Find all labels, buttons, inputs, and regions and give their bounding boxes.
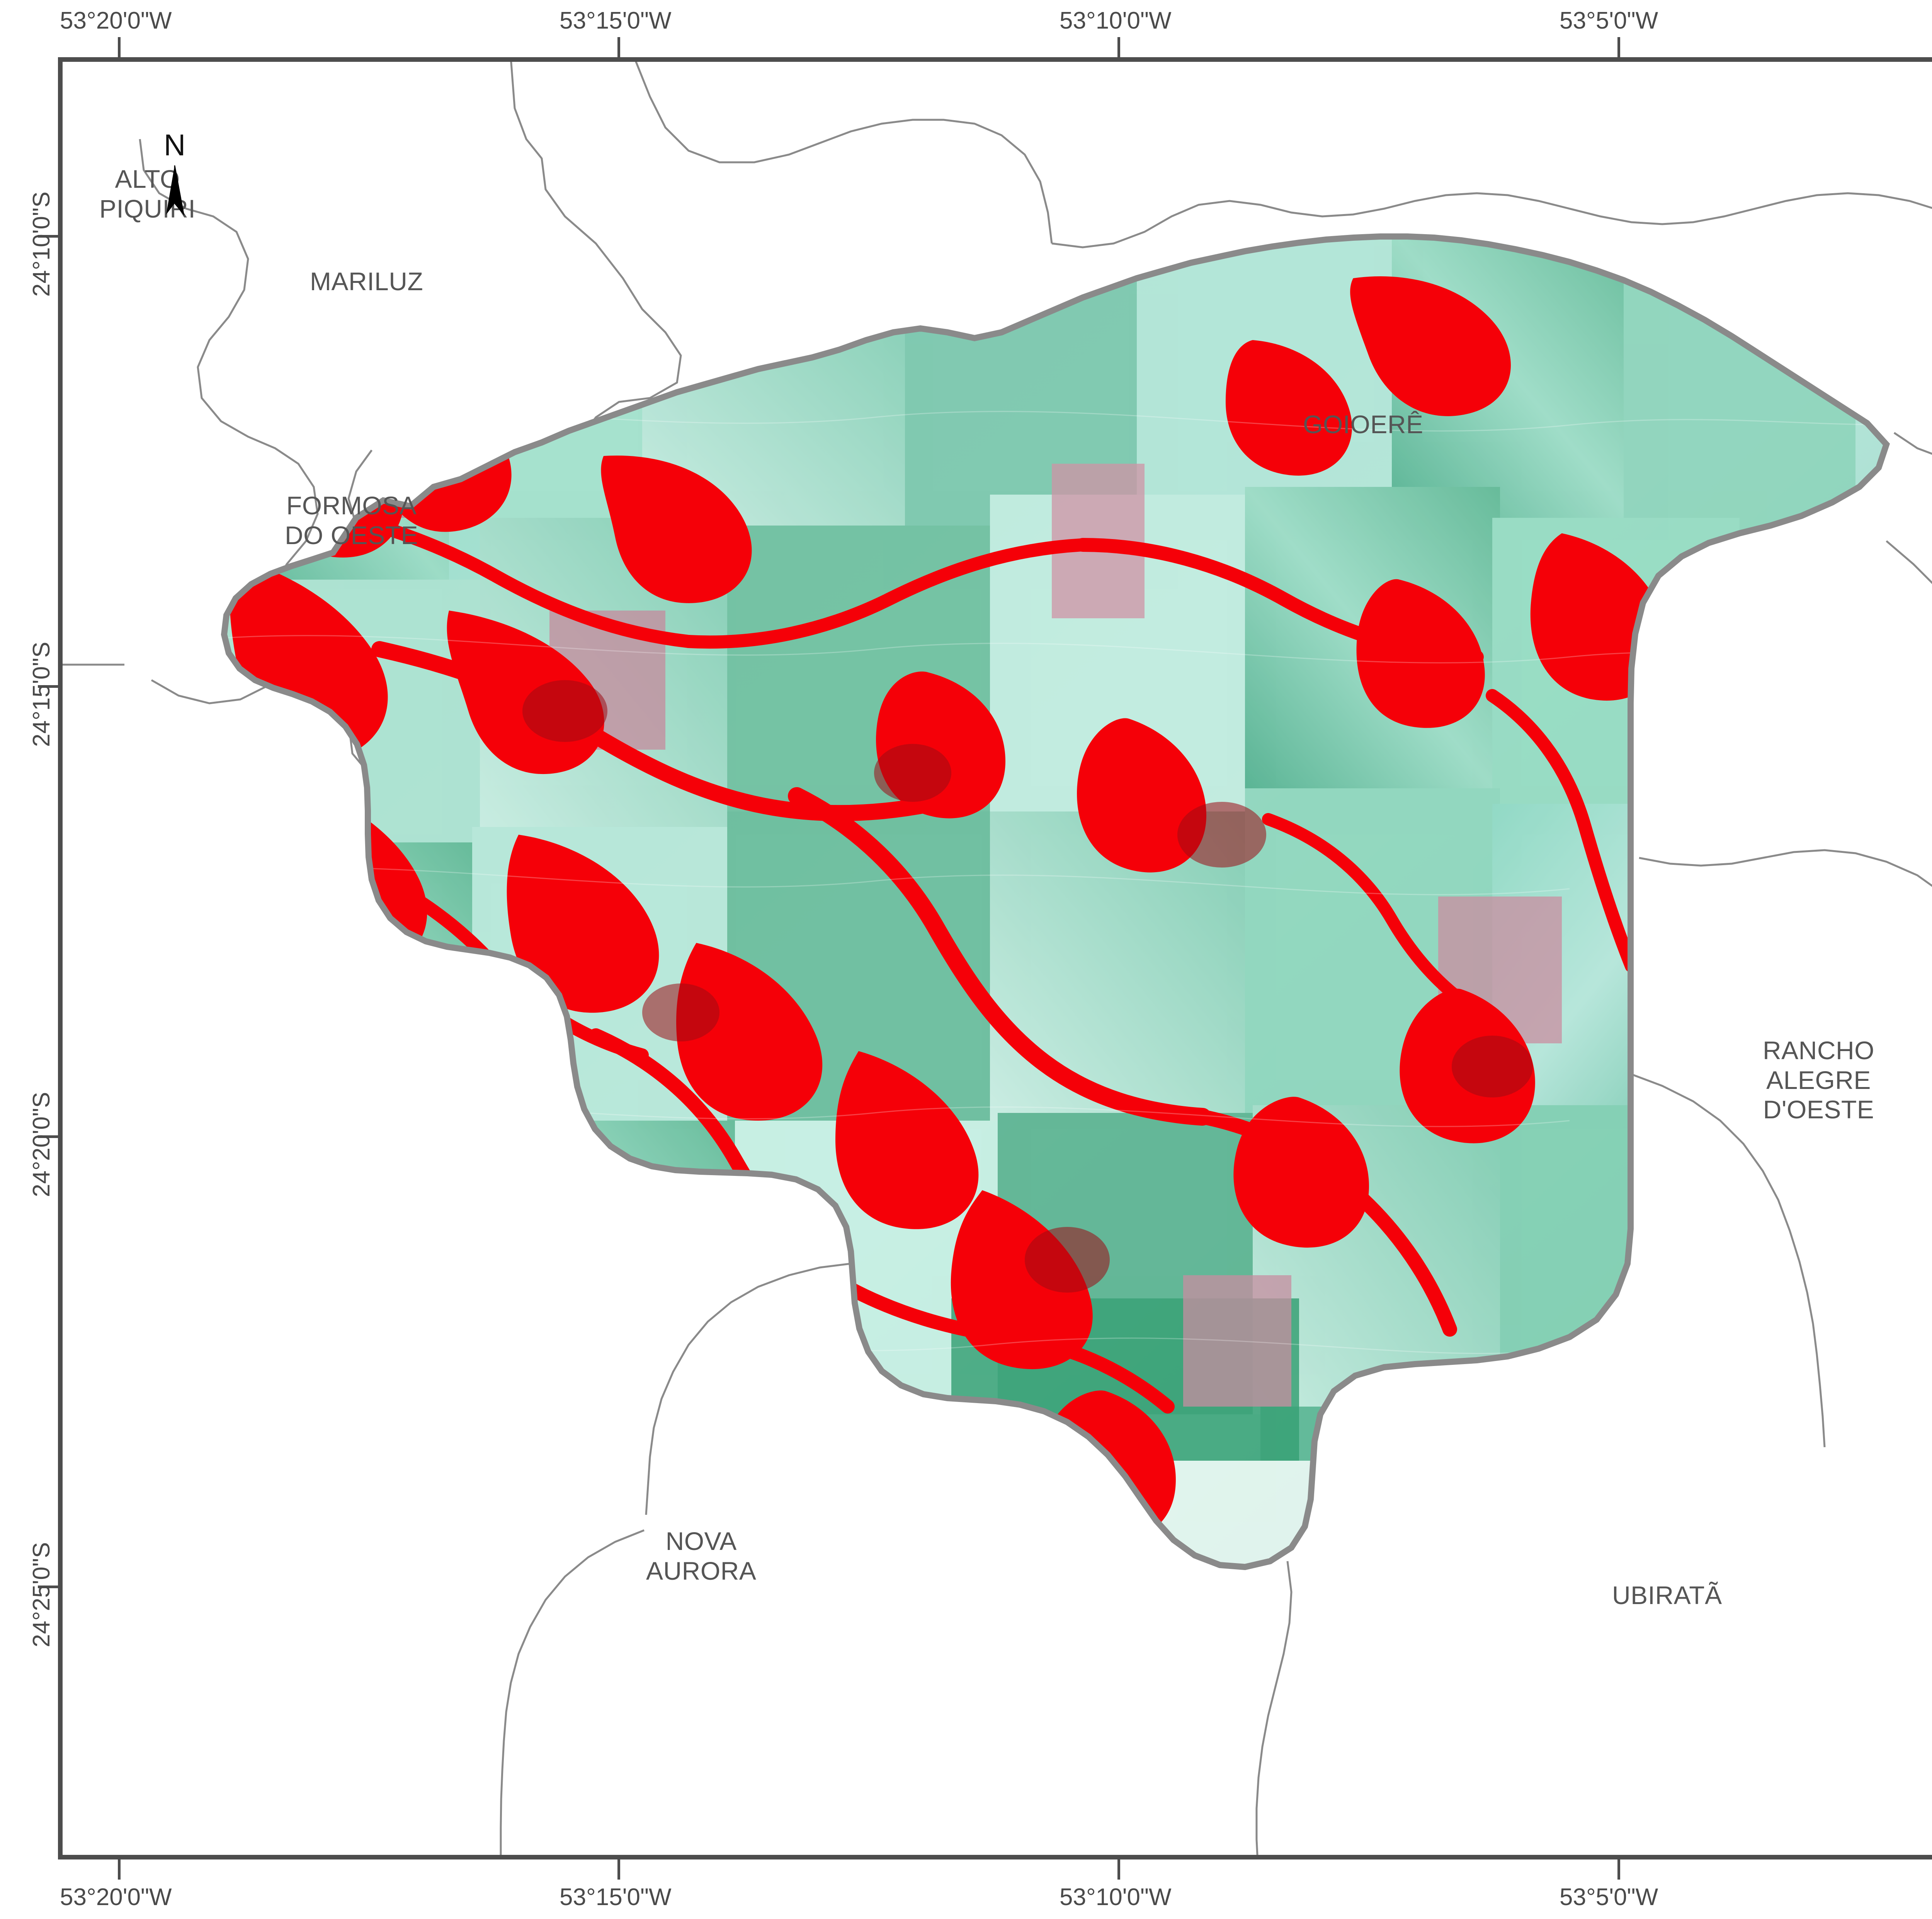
coordinate-tick [1117,1859,1120,1880]
map-label-rancho: RANCHO ALEGRE D'OESTE [1763,1036,1875,1124]
north-arrow: N [142,128,207,240]
map-label-ubirat: UBIRATÃ [1612,1581,1722,1609]
coordinate-label: 53°5'0"W [1560,1884,1658,1910]
coordinate-label: 53°5'0"W [1560,7,1658,34]
coordinate-tick [617,1859,620,1880]
coordinate-tick [1617,1859,1620,1880]
coordinate-label: 24°20'0"S [28,1092,55,1197]
map-label-alto: ALTO PIQUIRI [99,165,196,223]
map-frame: ALTO PIQUIRI MARILUZ FORMOSA DO OESTE GOIOE… [58,57,1932,1859]
scale-tick-label: 2 [229,1855,242,1859]
map-label-goioer: GOIOERÊ [1303,410,1423,439]
coordinate-label: 24°25'0"S [28,1542,55,1647]
map-label-nova: NOVA AURORA [646,1527,757,1585]
coordinate-label: 53°20'0"W [60,1884,172,1910]
map-label-formosa: FORMOSA DO OESTE [285,491,418,550]
coordinate-label: 24°15'0"S [28,641,55,747]
coordinate-label: 53°10'0"W [1060,1884,1172,1910]
coordinate-tick [617,37,620,57]
coordinate-label: 53°20'0"W [60,7,172,34]
scale-bar-labels: 0 2 4 8 km [140,1855,526,1859]
scale-tick-label: 4 [318,1855,331,1859]
north-arrow-glyph [166,165,185,216]
coordinate-tick [38,1135,58,1138]
scale-tick-label: 8 km [490,1855,526,1859]
coordinate-label: 53°15'0"W [560,7,672,34]
coordinate-label: 53°15'0"W [560,1884,672,1910]
scale-bar: 0 2 4 8 km [140,1855,526,1859]
coordinate-tick [1617,37,1620,57]
map-canvas [63,62,1932,1855]
coordinate-tick [38,685,58,688]
coordinate-label: 53°10'0"W [1060,7,1172,34]
coordinate-label: 24°10'0"S [28,191,55,297]
municipal-boundary [221,233,1890,1570]
map-label-mariluz: MARILUZ [310,267,423,296]
coordinate-tick [1117,37,1120,57]
coordinate-tick [118,37,121,57]
coordinate-tick [38,1586,58,1588]
coordinate-tick [118,1859,121,1880]
north-label: N [163,128,186,162]
scale-tick-label: 0 [140,1855,153,1859]
coordinate-tick [38,235,58,238]
